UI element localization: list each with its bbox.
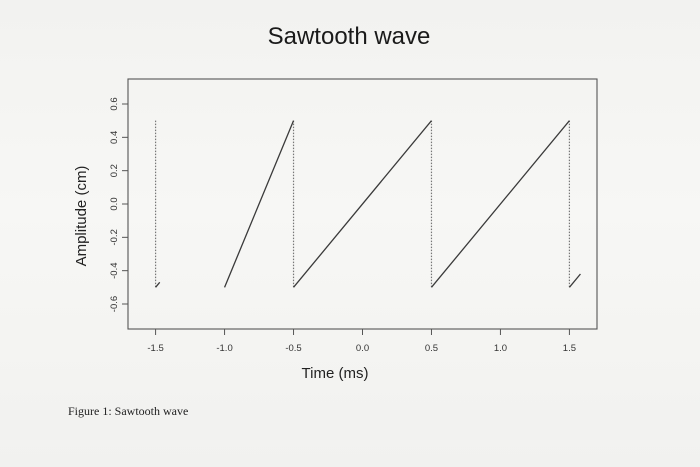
chart-title: Sawtooth wave xyxy=(268,23,431,50)
y-tick-label: 0.2 xyxy=(109,164,120,177)
y-axis-label: Amplitude (cm) xyxy=(73,166,90,267)
x-axis-label: Time (ms) xyxy=(302,365,369,382)
y-tick-label: -0.2 xyxy=(109,229,120,245)
x-tick-label: 1.5 xyxy=(563,343,576,354)
series-line-segment xyxy=(568,273,581,288)
x-tick-label: -1.5 xyxy=(147,343,163,354)
x-tick-label: 1.0 xyxy=(494,343,507,354)
series-line-segment xyxy=(223,120,295,288)
y-tick-label: -0.4 xyxy=(109,262,120,278)
x-tick-label: -0.5 xyxy=(285,343,301,354)
y-tick-label: 0.4 xyxy=(109,131,120,144)
series-line-segment xyxy=(430,120,570,288)
series-jumps xyxy=(154,120,571,288)
figure-caption: Figure 1: Sawtooth wave xyxy=(68,404,189,418)
x-tick-label: 0.0 xyxy=(356,343,369,354)
y-tick-label: 0.6 xyxy=(109,97,120,110)
series-line-segment xyxy=(293,120,432,288)
series-line-segment xyxy=(155,281,161,288)
y-tick-label: 0.0 xyxy=(109,197,120,210)
x-tick-label: 0.5 xyxy=(425,343,438,354)
axis-ticks: -1.5 -1.0 -0.5 0.0 0.5 1.0 1.5 -0.6 -0.4 -0.2 0.0 0… xyxy=(109,97,576,354)
series-lines xyxy=(155,120,581,288)
y-tick-label: -0.6 xyxy=(109,296,120,312)
x-tick-label: -1.0 xyxy=(216,343,232,354)
